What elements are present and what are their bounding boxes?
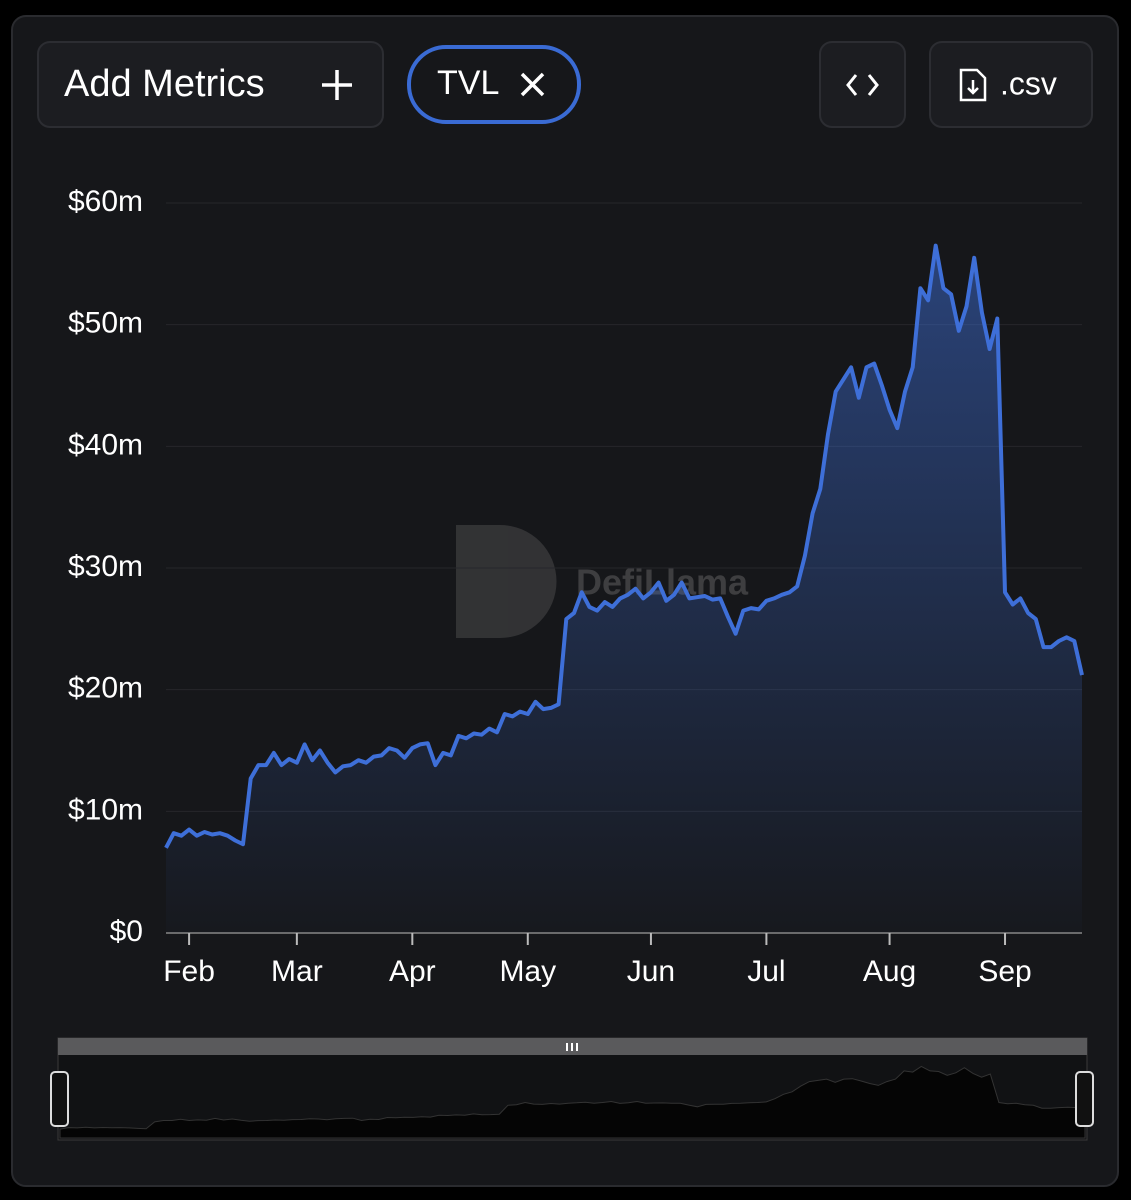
- tvl-line: [164, 243, 1084, 849]
- y-tick-label: $0: [110, 915, 143, 948]
- button-label: Add Metrics: [64, 63, 265, 105]
- x-tick-label: Feb: [163, 955, 215, 988]
- x-tick-label: Aug: [863, 955, 916, 988]
- y-tick-label: $20m: [68, 672, 143, 705]
- button-label: .csv: [1000, 65, 1057, 101]
- code-icon: [846, 74, 879, 96]
- area-fill: [166, 245, 1082, 934]
- x-tick-label: Sep: [978, 955, 1031, 988]
- x-tick-label: Mar: [271, 955, 323, 988]
- plus-icon: [322, 70, 352, 100]
- x-tick-label: Apr: [389, 955, 436, 988]
- x-tick-label: Jun: [627, 955, 675, 988]
- add-metrics-button[interactable]: Add Metrics: [37, 41, 384, 128]
- x-tick-label: May: [499, 955, 556, 988]
- y-tick-label: $60m: [68, 185, 143, 218]
- navigator-area: [59, 1065, 1086, 1139]
- metric-chip[interactable]: TVL: [407, 45, 581, 124]
- x-tick-label: Jul: [747, 955, 785, 988]
- embed-button[interactable]: [819, 41, 906, 128]
- navigator[interactable]: [50, 1037, 1094, 1141]
- csv-button[interactable]: .csv: [929, 41, 1093, 128]
- y-tick-label: $50m: [68, 307, 143, 340]
- close-icon: [520, 72, 545, 97]
- chart: $0 $10m $20m $30m $40m $50m $60m Feb Mar Apr May Ju…: [68, 185, 1084, 988]
- y-tick-label: $30m: [68, 550, 143, 583]
- y-tick-label: $10m: [68, 793, 143, 826]
- y-tick-label: $40m: [68, 428, 143, 461]
- file-icon: [959, 68, 987, 102]
- chip-label: TVL: [437, 64, 499, 102]
